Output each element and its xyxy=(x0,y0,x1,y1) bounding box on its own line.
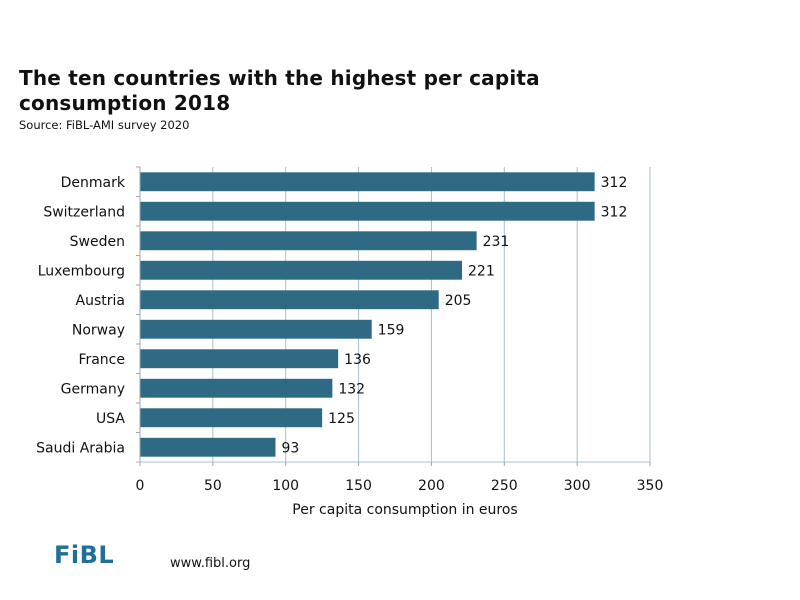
bar xyxy=(140,378,333,398)
bar xyxy=(140,437,276,457)
category-label: Germany xyxy=(61,381,125,397)
data-label: 312 xyxy=(601,204,628,220)
x-tick-label: 100 xyxy=(272,478,299,494)
chart-title: The ten countries with the highest per c… xyxy=(19,66,540,115)
data-label: 93 xyxy=(282,440,300,456)
x-tick-label: 200 xyxy=(418,478,445,494)
category-label: Luxembourg xyxy=(38,263,125,279)
x-tick-label: 0 xyxy=(136,478,145,494)
data-label: 205 xyxy=(445,293,472,309)
category-label: Denmark xyxy=(61,175,126,191)
category-label: Norway xyxy=(72,322,125,338)
data-label: 125 xyxy=(328,411,355,427)
data-label: 136 xyxy=(344,352,371,368)
bar xyxy=(140,319,372,339)
x-axis-title: Per capita consumption in euros xyxy=(292,502,517,518)
bar xyxy=(140,172,595,192)
bars xyxy=(140,172,595,457)
category-label: France xyxy=(78,352,125,368)
bar xyxy=(140,290,439,310)
x-tick-label: 300 xyxy=(564,478,591,494)
bar xyxy=(140,408,323,428)
data-label: 159 xyxy=(378,322,405,338)
labels: 312 Denmark 312 Switzerland 231 Sweden 221 Luxe… xyxy=(36,175,663,494)
category-label: Saudi Arabia xyxy=(36,440,125,456)
category-label: Austria xyxy=(76,293,125,309)
data-label: 221 xyxy=(468,263,495,279)
axes xyxy=(136,166,651,466)
data-label: 132 xyxy=(338,381,365,397)
x-tick-label: 50 xyxy=(204,478,222,494)
category-label: USA xyxy=(96,411,125,427)
bar xyxy=(140,260,463,280)
data-label: 312 xyxy=(601,175,628,191)
bar xyxy=(140,349,339,369)
category-label: Switzerland xyxy=(43,204,125,220)
x-tick-label: 350 xyxy=(637,478,664,494)
data-label: 231 xyxy=(483,234,510,250)
x-tick-label: 250 xyxy=(491,478,518,494)
website-url[interactable]: www.fibl.org xyxy=(170,556,251,571)
chart-source: Source: FiBL-AMI survey 2020 xyxy=(19,118,190,132)
bar xyxy=(140,201,595,221)
category-label: Sweden xyxy=(70,234,125,250)
bar xyxy=(140,231,477,251)
fibl-logo: FiBL xyxy=(54,541,115,569)
x-tick-label: 150 xyxy=(345,478,372,494)
